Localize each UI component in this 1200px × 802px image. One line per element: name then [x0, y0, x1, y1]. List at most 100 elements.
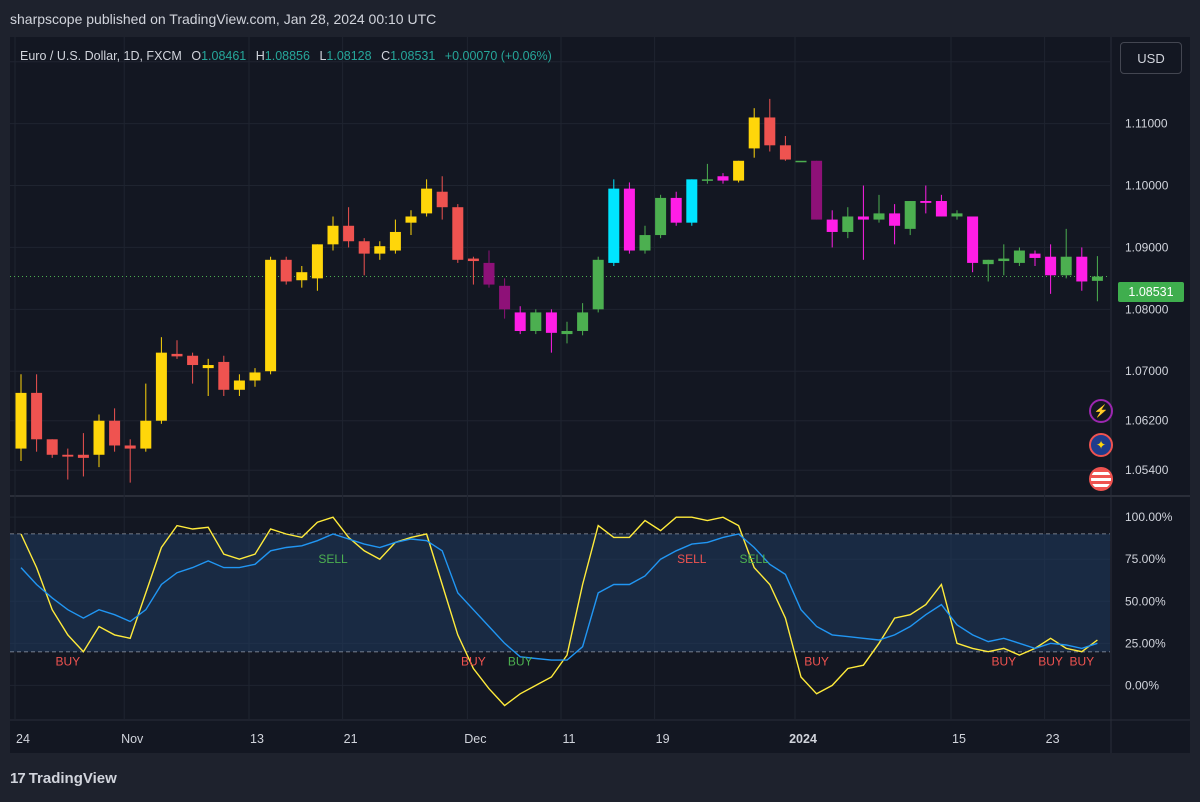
price-tick-label: 1.09000: [1125, 240, 1169, 254]
candle: [733, 160, 745, 183]
candle: [545, 309, 557, 353]
tradingview-logo[interactable]: 17 TradingView: [10, 770, 117, 787]
candle-body: [233, 380, 245, 390]
candle: [389, 219, 401, 254]
signal-label: BUY: [1069, 655, 1094, 669]
candle: [140, 383, 152, 452]
candle-body: [249, 372, 261, 381]
candle: [343, 207, 355, 248]
candle-body: [873, 213, 885, 220]
candle: [873, 194, 885, 223]
osc-tick-label: 50.00%: [1125, 594, 1166, 608]
candle: [1029, 250, 1041, 266]
candle-body: [826, 219, 838, 232]
signal-label: BUY: [508, 655, 533, 669]
price-tick-label: 1.11000: [1125, 117, 1168, 131]
candle-body: [1076, 256, 1088, 282]
signal-label: SELL: [677, 552, 707, 566]
top-bar: sharpscope published on TradingView.com,…: [0, 0, 1200, 36]
candle-body: [140, 420, 152, 449]
candle-body: [686, 179, 698, 223]
candle-body: [623, 188, 635, 251]
candle: [514, 306, 526, 335]
candle-body: [1091, 276, 1103, 281]
price-tick-label: 1.06200: [1125, 414, 1169, 428]
candle-body: [327, 225, 339, 245]
candle: [374, 241, 386, 260]
candle-body: [358, 241, 370, 254]
low-label: L: [319, 49, 327, 63]
candle: [249, 368, 261, 387]
high-value: 1.08856: [264, 49, 310, 63]
candle: [1060, 228, 1072, 279]
candle-body: [389, 231, 401, 251]
candle: [233, 374, 245, 396]
time-tick-label: Dec: [464, 732, 486, 746]
candle-body: [436, 191, 448, 208]
candle-body: [530, 312, 542, 331]
osc-tick-label: 0.00%: [1125, 678, 1159, 692]
candle-body: [280, 259, 292, 282]
time-axis[interactable]: 24 Nov 13 21 Dec 11 19 2024 15 23: [16, 732, 1060, 746]
candle: [530, 309, 542, 335]
candle: [608, 179, 620, 266]
candle: [358, 238, 370, 276]
candle: [655, 194, 667, 239]
candle-body: [982, 259, 994, 265]
candle-body: [483, 262, 495, 285]
candle-body: [561, 330, 573, 335]
candle: [592, 256, 604, 313]
eu-flag-icon[interactable]: ✦: [1089, 433, 1113, 457]
candle-body: [545, 312, 557, 333]
candle: [421, 179, 433, 217]
price-axis[interactable]: 1.120001.110001.100001.090001.080001.070…: [1125, 55, 1173, 693]
signal-label: BUY: [55, 655, 80, 669]
footer: 17 TradingView: [0, 756, 1200, 802]
candle-body: [811, 160, 823, 220]
candle-body: [967, 216, 979, 263]
flash-icon[interactable]: ⚡: [1089, 399, 1113, 423]
last-price-tag: 1.08531: [1118, 282, 1184, 302]
candle: [280, 256, 292, 285]
time-tick-label: 24: [16, 732, 30, 746]
candle: [1091, 256, 1103, 302]
candle-body: [842, 216, 854, 232]
osc-tick-label: 100.00%: [1125, 510, 1173, 524]
candle: [187, 352, 199, 384]
signal-label: BUY: [804, 655, 829, 669]
candle-body: [639, 235, 651, 251]
symbol-name: Euro / U.S. Dollar, 1D, FXCM: [20, 49, 182, 63]
candle-body: [15, 392, 27, 449]
osc-tick-label: 25.00%: [1125, 636, 1166, 650]
close-value: 1.08531: [390, 49, 436, 63]
price-tick-label: 1.07000: [1125, 364, 1169, 378]
candle: [124, 439, 136, 483]
candle: [436, 176, 448, 220]
close-label: C: [381, 49, 391, 63]
candle-body: [577, 312, 589, 331]
time-tick-label: 19: [656, 732, 670, 746]
signal-label: SELL: [318, 552, 348, 566]
candles: [15, 98, 1103, 483]
candle: [265, 256, 277, 375]
open-value: 1.08461: [201, 49, 247, 63]
candle: [155, 337, 167, 424]
candle: [686, 179, 698, 226]
candle-body: [31, 392, 43, 440]
candle: [1045, 244, 1057, 294]
candle: [561, 321, 573, 344]
us-flag-icon[interactable]: [1089, 467, 1113, 491]
candle: [967, 216, 979, 273]
candle: [842, 207, 854, 239]
candle: [764, 98, 776, 152]
candle-body: [109, 420, 121, 446]
candle-body: [171, 353, 183, 357]
currency-button[interactable]: USD: [1120, 42, 1182, 74]
candle: [889, 204, 901, 245]
open-label: O: [191, 49, 202, 63]
candle: [779, 136, 791, 161]
candle-body: [296, 272, 308, 281]
candle: [982, 259, 994, 282]
brand-name: TradingView: [28, 770, 117, 787]
